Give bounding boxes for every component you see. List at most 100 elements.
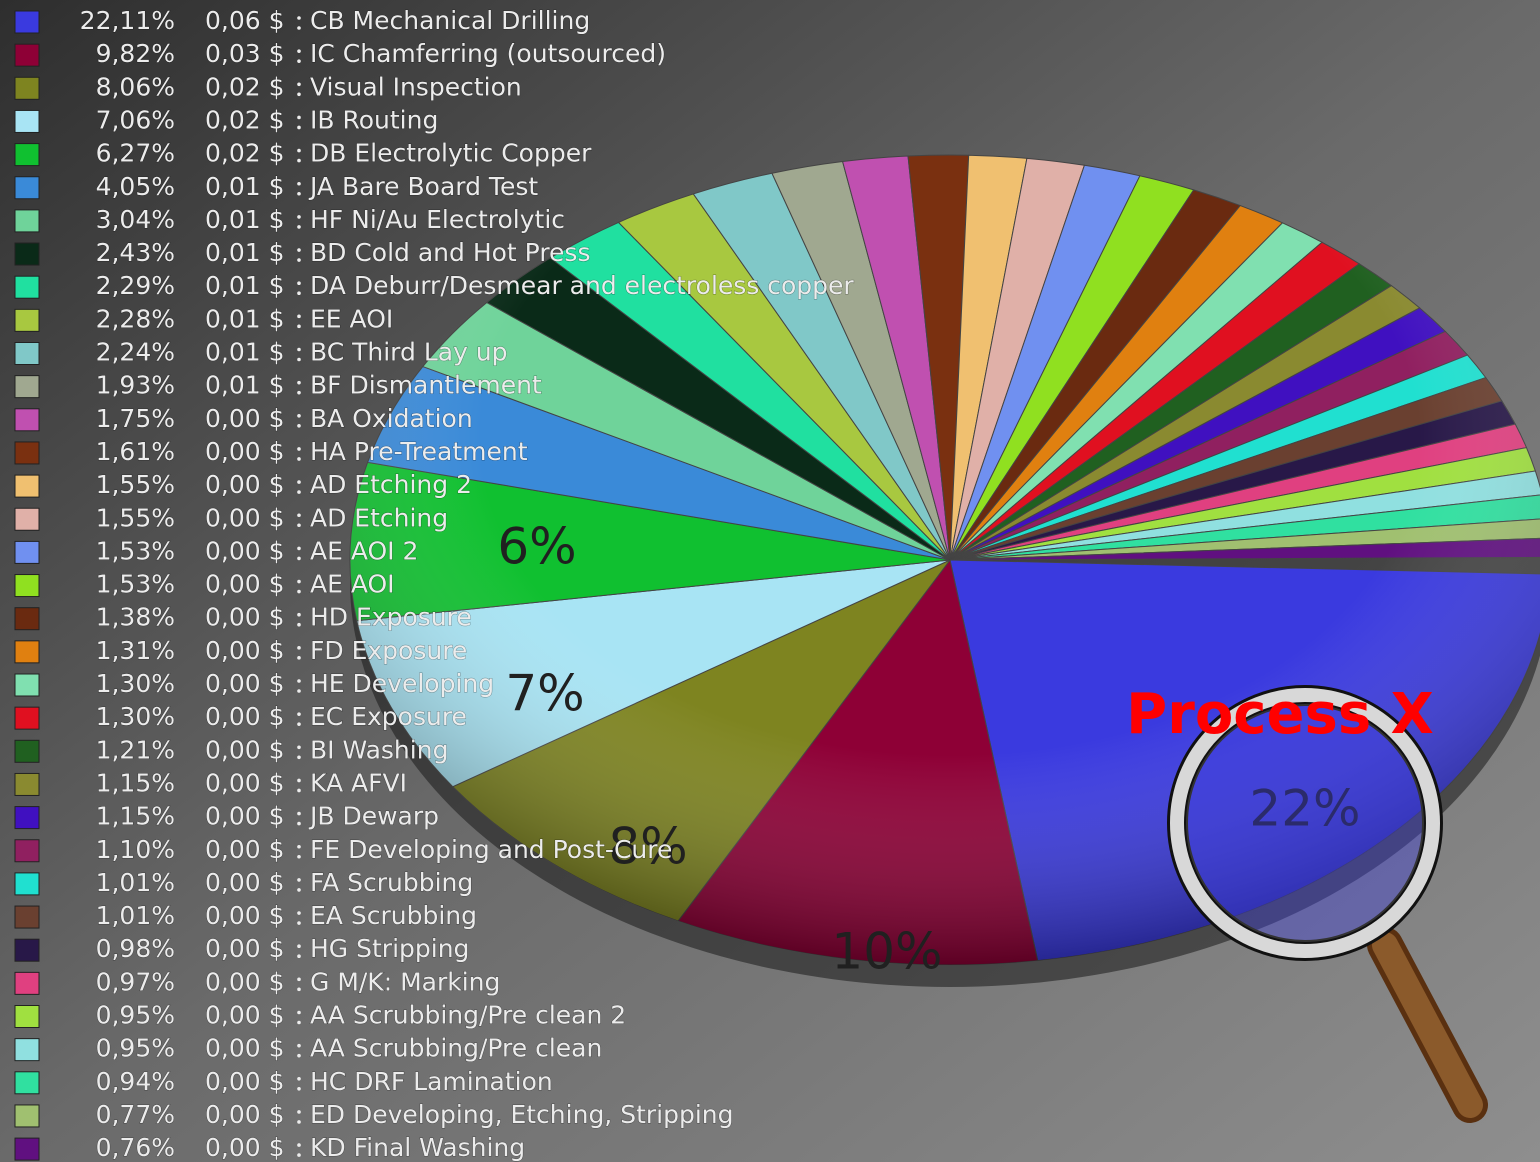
legend-cost: 0,00 $ bbox=[205, 934, 285, 963]
legend-cost: 0,00 $ bbox=[205, 669, 285, 698]
separator-dot bbox=[297, 225, 301, 229]
separator-dot bbox=[297, 547, 301, 551]
separator-dot bbox=[297, 348, 301, 352]
legend-label: G M/K: Marking bbox=[310, 967, 500, 996]
legend-label: Visual Inspection bbox=[310, 72, 522, 101]
legend-cost: 0,00 $ bbox=[205, 1034, 285, 1063]
legend-cost: 0,00 $ bbox=[205, 536, 285, 565]
legend-percent: 1,21% bbox=[96, 735, 175, 764]
legend-swatch bbox=[15, 508, 39, 530]
legend-label: CB Mechanical Drilling bbox=[310, 6, 590, 35]
legend-label: EC Exposure bbox=[310, 702, 467, 731]
legend-swatch bbox=[15, 210, 39, 232]
legend-percent: 1,55% bbox=[96, 503, 175, 532]
legend-label: HF Ni/Au Electrolytic bbox=[310, 205, 565, 234]
legend-cost: 0,02 $ bbox=[205, 105, 285, 134]
legend-swatch bbox=[15, 1072, 39, 1094]
legend-percent: 1,31% bbox=[96, 636, 175, 665]
separator-dot bbox=[297, 215, 301, 219]
legend-label: ED Developing, Etching, Stripping bbox=[310, 1100, 734, 1129]
separator-dot bbox=[297, 1021, 301, 1025]
separator-dot bbox=[297, 315, 301, 319]
separator-dot bbox=[297, 1143, 301, 1147]
separator-dot bbox=[297, 1087, 301, 1091]
legend-cost: 0,01 $ bbox=[205, 338, 285, 367]
legend-cost: 0,03 $ bbox=[205, 39, 285, 68]
legend-label: EE AOI bbox=[310, 304, 393, 333]
legend-swatch bbox=[15, 276, 39, 298]
legend-percent: 1,61% bbox=[96, 437, 175, 466]
legend-cost: 0,02 $ bbox=[205, 72, 285, 101]
legend-swatch bbox=[15, 939, 39, 961]
legend-percent: 1,55% bbox=[96, 470, 175, 499]
legend-swatch bbox=[15, 773, 39, 795]
legend-swatch bbox=[15, 409, 39, 431]
legend-percent: 1,01% bbox=[96, 901, 175, 930]
legend-percent: 1,15% bbox=[96, 768, 175, 797]
separator-dot bbox=[297, 878, 301, 882]
legend-label: IC Chamferring (outsourced) bbox=[310, 39, 666, 68]
legend-label: FE Developing and Post-Cure bbox=[310, 835, 672, 864]
legend-cost: 0,00 $ bbox=[205, 404, 285, 433]
legend-percent: 2,28% bbox=[96, 304, 175, 333]
separator-dot bbox=[297, 126, 301, 130]
legend-percent: 0,95% bbox=[96, 1034, 175, 1063]
legend-swatch bbox=[15, 11, 39, 33]
legend-swatch bbox=[15, 1138, 39, 1160]
separator-dot bbox=[297, 746, 301, 750]
legend-label: BF Dismantlement bbox=[310, 371, 542, 400]
separator-dot bbox=[297, 812, 301, 816]
separator-dot bbox=[297, 182, 301, 186]
legend-percent: 0,98% bbox=[96, 934, 175, 963]
separator-dot bbox=[297, 116, 301, 120]
legend-swatch bbox=[15, 873, 39, 895]
separator-dot bbox=[297, 855, 301, 859]
legend-cost: 0,00 $ bbox=[205, 503, 285, 532]
legend-cost: 0,00 $ bbox=[205, 1133, 285, 1162]
legend-percent: 0,95% bbox=[96, 1001, 175, 1030]
annotation: Process X bbox=[1126, 682, 1434, 747]
legend-label: KD Final Washing bbox=[310, 1133, 525, 1162]
separator-dot bbox=[297, 16, 301, 20]
separator-dot bbox=[297, 911, 301, 915]
legend-percent: 9,82% bbox=[96, 39, 175, 68]
legend-swatch bbox=[15, 641, 39, 663]
legend-percent: 0,77% bbox=[96, 1100, 175, 1129]
separator-dot bbox=[297, 623, 301, 627]
separator-dot bbox=[297, 424, 301, 428]
separator-dot bbox=[297, 513, 301, 517]
legend-cost: 0,00 $ bbox=[205, 603, 285, 632]
legend-swatch bbox=[15, 906, 39, 928]
separator-dot bbox=[297, 59, 301, 63]
separator-dot bbox=[297, 1054, 301, 1058]
separator-dot bbox=[297, 888, 301, 892]
legend-percent: 4,05% bbox=[96, 172, 175, 201]
separator-dot bbox=[297, 490, 301, 494]
legend-cost: 0,01 $ bbox=[205, 271, 285, 300]
separator-dot bbox=[297, 679, 301, 683]
legend-percent: 0,97% bbox=[96, 967, 175, 996]
legend-cost: 0,00 $ bbox=[205, 1067, 285, 1096]
legend-percent: 2,29% bbox=[96, 271, 175, 300]
separator-dot bbox=[297, 789, 301, 793]
legend-swatch bbox=[15, 840, 39, 862]
legend-cost: 0,00 $ bbox=[205, 735, 285, 764]
legend-swatch bbox=[15, 608, 39, 630]
legend-swatch bbox=[15, 376, 39, 398]
legend-cost: 0,01 $ bbox=[205, 371, 285, 400]
legend-label: BC Third Lay up bbox=[310, 338, 508, 367]
separator-dot bbox=[297, 447, 301, 451]
legend-cost: 0,02 $ bbox=[205, 139, 285, 168]
legend-cost: 0,00 $ bbox=[205, 901, 285, 930]
legend-label: DA Deburr/Desmear and electroless copper bbox=[310, 271, 854, 300]
legend-percent: 6,27% bbox=[96, 139, 175, 168]
separator-dot bbox=[297, 159, 301, 163]
legend-percent: 1,15% bbox=[96, 802, 175, 831]
legend-label: AD Etching bbox=[310, 503, 448, 532]
legend-swatch bbox=[15, 1105, 39, 1127]
separator-dot bbox=[297, 954, 301, 958]
legend-swatch bbox=[15, 144, 39, 166]
legend-cost: 0,01 $ bbox=[205, 205, 285, 234]
legend-cost: 0,00 $ bbox=[205, 768, 285, 797]
legend-label: HC DRF Lamination bbox=[310, 1067, 553, 1096]
